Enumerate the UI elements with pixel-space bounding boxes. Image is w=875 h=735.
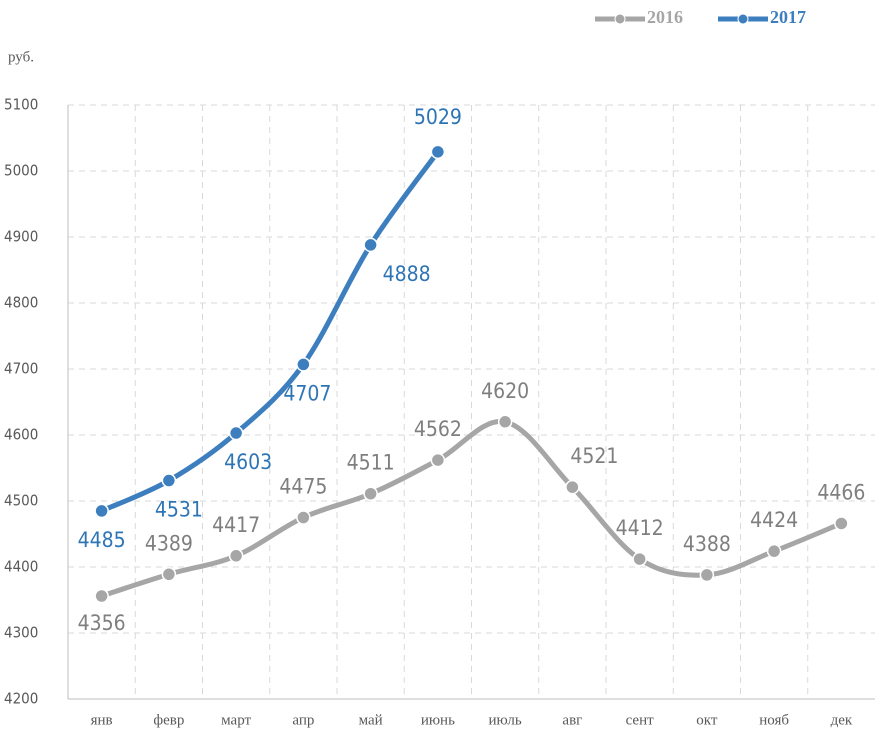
data-label: 4485 <box>78 528 126 552</box>
data-label: 4412 <box>616 516 664 540</box>
x-tick-label: июнь <box>421 712 455 728</box>
data-point <box>699 567 715 583</box>
y-tick-label: 4500 <box>4 492 38 510</box>
x-tick-label: май <box>359 712 383 728</box>
x-tick-label: февр <box>153 712 184 728</box>
data-point <box>363 237 378 253</box>
data-point <box>161 567 177 582</box>
data-point <box>94 503 109 519</box>
data-point <box>565 479 580 495</box>
data-label: 4707 <box>283 381 331 405</box>
data-label: 4466 <box>817 480 865 504</box>
data-label: 4388 <box>683 532 731 556</box>
data-point <box>632 551 647 567</box>
data-point <box>161 473 177 488</box>
x-tick-label: дек <box>831 712 853 728</box>
data-point <box>834 516 849 531</box>
legend-marker <box>737 13 749 25</box>
data-point <box>296 357 311 372</box>
data-label: 4531 <box>155 498 203 522</box>
data-label: 4521 <box>570 444 618 468</box>
data-label: 4888 <box>383 262 431 286</box>
x-tick-label: янв <box>91 712 113 728</box>
y-tick-label: 5000 <box>4 162 38 180</box>
y-tick-label: 4300 <box>4 624 38 642</box>
data-label: 4475 <box>279 475 327 499</box>
y-axis-label: руб. <box>8 49 34 65</box>
legend-marker <box>614 13 626 25</box>
x-tick-label: авг <box>562 712 582 728</box>
x-tick-label: нояб <box>759 712 789 728</box>
data-point <box>94 588 109 604</box>
legend-label: 2016 <box>647 7 683 27</box>
data-point <box>363 486 378 501</box>
data-label: 4356 <box>78 611 126 635</box>
x-tick-label: июль <box>489 712 522 728</box>
data-label: 5029 <box>414 105 462 129</box>
y-tick-label: 4200 <box>4 690 38 708</box>
data-point <box>228 548 244 564</box>
data-point <box>497 414 513 430</box>
data-point <box>430 452 446 468</box>
data-point <box>228 425 244 441</box>
x-tick-label: окт <box>696 712 718 728</box>
x-tick-label: март <box>221 712 251 728</box>
y-tick-label: 4800 <box>4 294 38 312</box>
data-point <box>430 144 446 160</box>
data-label: 4417 <box>212 513 260 537</box>
data-label: 4562 <box>414 417 462 441</box>
data-label: 4511 <box>347 451 395 475</box>
data-point <box>296 510 311 525</box>
data-label: 4424 <box>750 508 798 532</box>
y-tick-label: 4900 <box>4 228 38 246</box>
legend-label: 2017 <box>770 7 806 27</box>
data-point <box>766 543 782 559</box>
y-tick-label: 4700 <box>4 360 38 378</box>
y-tick-label: 4400 <box>4 558 38 576</box>
y-tick-label: 4600 <box>4 426 38 444</box>
data-label: 4389 <box>145 531 193 555</box>
data-label: 4603 <box>224 450 272 474</box>
x-tick-label: апр <box>292 712 314 728</box>
data-label: 4620 <box>481 379 529 403</box>
x-tick-label: сент <box>626 712 655 728</box>
y-tick-label: 5100 <box>4 96 38 114</box>
